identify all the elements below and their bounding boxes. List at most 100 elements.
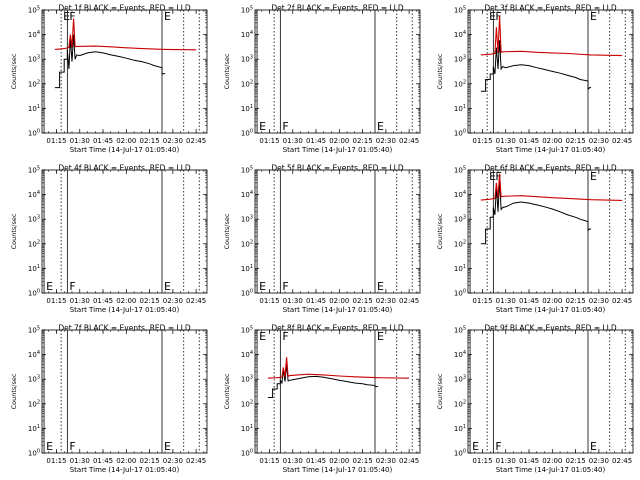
x-tick-label: 01:15: [472, 297, 492, 305]
y-tick-label: 102: [28, 79, 40, 88]
flag-marker-f: F: [282, 120, 288, 133]
x-tick-label: 01:15: [472, 457, 492, 465]
plot-frame: [467, 169, 634, 294]
x-tick-label: 01:15: [259, 457, 279, 465]
y-tick-label: 103: [28, 55, 40, 64]
flag-marker-e: E: [259, 280, 266, 293]
x-tick-label: 02:15: [352, 297, 372, 305]
x-tick-label: 01:30: [283, 297, 303, 305]
chart-title: Det 7f BLACK = Events, RED = LLD: [58, 324, 191, 333]
y-tick-label: 104: [454, 190, 466, 199]
y-tick-label: 103: [28, 215, 40, 224]
x-tick-label: 02:15: [565, 137, 585, 145]
y-tick-label: 101: [454, 424, 466, 433]
x-axis-label: Start Time (14-Jul-17 01:05:40): [496, 306, 606, 314]
y-tick-label: 104: [28, 190, 40, 199]
plot-frame: [254, 329, 421, 454]
x-tick-label: 01:45: [93, 457, 113, 465]
x-tick-label: 01:45: [306, 137, 326, 145]
flag-marker-e: E: [164, 440, 171, 453]
x-tick-label: 01:30: [70, 137, 90, 145]
x-axis-label: Start Time (14-Jul-17 01:05:40): [283, 306, 393, 314]
plot-frame: [467, 9, 634, 134]
flag-marker-e: E: [377, 330, 384, 343]
x-tick-label: 01:15: [46, 297, 66, 305]
y-tick-label: 102: [28, 399, 40, 408]
chart-panel-det6: Det 6f BLACK = Events, RED = LLD 100 101 10…: [436, 164, 634, 314]
y-axis-label: Counts/sec: [436, 373, 444, 409]
series-lld-line: [480, 15, 623, 57]
x-tick-label: 01:45: [519, 297, 539, 305]
y-axis-label: Counts/sec: [436, 213, 444, 249]
x-axis-label: Start Time (14-Jul-17 01:05:40): [283, 466, 393, 474]
y-tick-label: 103: [454, 215, 466, 224]
x-tick-label: 01:30: [496, 297, 516, 305]
y-tick-label: 102: [241, 399, 253, 408]
y-tick-label: 104: [28, 350, 40, 359]
plot-frame: [254, 169, 421, 294]
flag-marker-e: E: [46, 280, 53, 293]
x-tick-label: 02:45: [612, 457, 632, 465]
chart-title: Det 4f BLACK = Events, RED = LLD: [58, 164, 191, 173]
y-tick-label: 105: [241, 166, 253, 175]
x-tick-label: 02:00: [329, 137, 349, 145]
chart-panel-det8: Det 8f BLACK = Events, RED = LLD 100 101 10…: [223, 324, 421, 474]
flag-marker-f: F: [69, 280, 75, 293]
x-axis-label: Start Time (14-Jul-17 01:05:40): [70, 466, 180, 474]
x-tick-label: 02:45: [186, 457, 206, 465]
y-axis-label: Counts/sec: [10, 53, 18, 89]
series-lld-line: [267, 356, 410, 379]
chart-panel-det7: Det 7f BLACK = Events, RED = LLD 100 101 10…: [10, 324, 208, 474]
y-tick-label: 101: [28, 104, 40, 113]
y-axis-label: Counts/sec: [223, 53, 231, 89]
chart-title: Det 9f BLACK = Events, RED = LLD: [484, 324, 617, 333]
x-tick-label: 02:45: [399, 137, 419, 145]
y-tick-label: 102: [454, 79, 466, 88]
x-axis-label: Start Time (14-Jul-17 01:05:40): [70, 306, 180, 314]
x-tick-label: 02:30: [376, 297, 396, 305]
x-tick-label: 02:45: [399, 297, 419, 305]
x-axis-label: Start Time (14-Jul-17 01:05:40): [496, 146, 606, 154]
x-tick-label: 02:45: [399, 457, 419, 465]
chart-panel-det1: Det 1f BLACK = Events, RED = LLD 100 101 10…: [10, 4, 208, 154]
series-events-line: [267, 364, 379, 398]
x-axis-label: Start Time (14-Jul-17 01:05:40): [496, 466, 606, 474]
x-tick-label: 02:15: [139, 457, 159, 465]
series-lld-line: [54, 18, 197, 51]
flag-marker-e: E: [590, 170, 597, 183]
x-tick-label: 01:15: [46, 457, 66, 465]
x-tick-label: 01:30: [496, 137, 516, 145]
x-tick-label: 02:15: [139, 137, 159, 145]
x-tick-label: 02:15: [565, 297, 585, 305]
y-tick-label: 103: [28, 375, 40, 384]
y-tick-label: 105: [454, 6, 466, 15]
chart-panel-det9: Det 9f BLACK = Events, RED = LLD 100 101 10…: [436, 324, 634, 474]
y-tick-label: 104: [454, 350, 466, 359]
y-tick-label: 103: [241, 375, 253, 384]
x-tick-label: 01:15: [259, 137, 279, 145]
x-tick-label: 02:30: [589, 457, 609, 465]
plot-frame: [254, 9, 421, 134]
y-tick-label: 104: [241, 190, 253, 199]
chart-panel-det5: Det 5f BLACK = Events, RED = LLD 100 101 10…: [223, 164, 421, 314]
x-tick-label: 02:30: [376, 137, 396, 145]
flag-marker-f: F: [495, 10, 501, 23]
series-lld-line: [480, 173, 623, 201]
x-tick-label: 02:15: [565, 457, 585, 465]
y-tick-label: 100: [28, 289, 40, 298]
flag-marker-e: E: [489, 10, 496, 23]
flag-marker-e: E: [46, 440, 53, 453]
y-tick-label: 103: [241, 215, 253, 224]
x-axis-label: Start Time (14-Jul-17 01:05:40): [70, 146, 180, 154]
y-tick-label: 105: [28, 6, 40, 15]
y-tick-label: 101: [28, 424, 40, 433]
y-axis-label: Counts/sec: [436, 53, 444, 89]
flag-marker-e: E: [590, 440, 597, 453]
x-tick-label: 02:45: [612, 297, 632, 305]
x-axis-label: Start Time (14-Jul-17 01:05:40): [283, 146, 393, 154]
plot-frame: [41, 9, 208, 134]
series-events-line: [54, 34, 166, 89]
y-tick-label: 100: [241, 129, 253, 138]
y-tick-label: 102: [454, 239, 466, 248]
x-tick-label: 01:30: [496, 457, 516, 465]
